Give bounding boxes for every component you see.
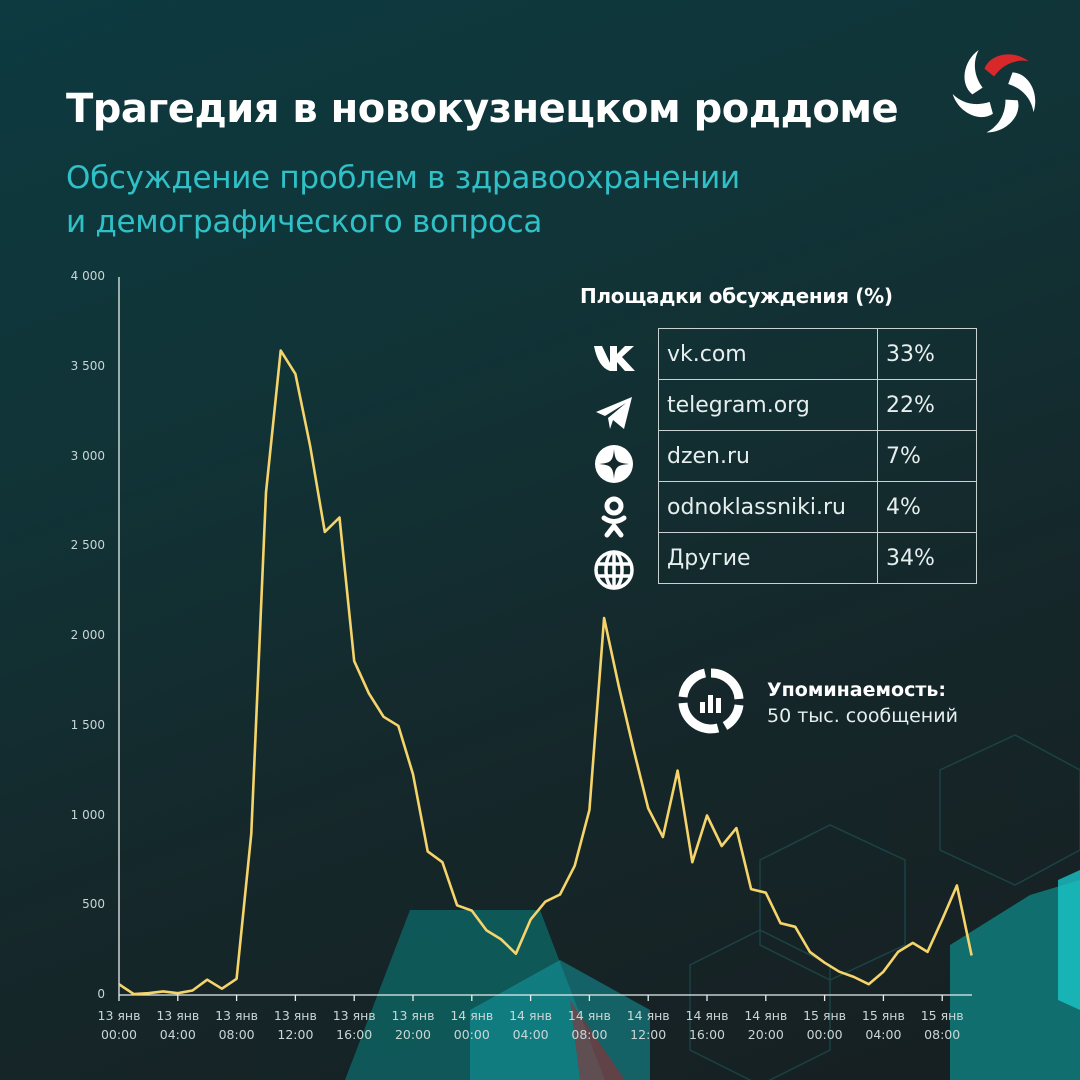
platform-name: Другие — [658, 532, 878, 584]
platform-percent: 22% — [877, 379, 977, 431]
subtitle-line-1: Обсуждение проблем в здравоохранении — [66, 160, 740, 196]
platform-name: odnoklassniki.ru — [658, 481, 878, 533]
dzen-icon — [592, 442, 636, 486]
x-tick-label: 13 янв 00:00 — [97, 1008, 141, 1042]
y-tick-label: 1 000 — [70, 807, 105, 822]
y-tick-label: 3 000 — [70, 448, 105, 463]
platform-name: vk.com — [658, 328, 878, 380]
telegram-icon — [592, 391, 636, 435]
x-tick-label: 13 янв 08:00 — [215, 1008, 259, 1042]
globe-icon — [592, 548, 636, 592]
mentions-value: 50 тыс. сообщений — [767, 705, 958, 727]
x-axis-ticks — [118, 995, 943, 1001]
platform-percent: 4% — [877, 481, 977, 533]
y-tick-label: 4 000 — [70, 269, 105, 283]
table-row: odnoklassniki.ru 4% — [658, 481, 977, 533]
x-tick-label: 14 янв 04:00 — [509, 1008, 553, 1042]
table-row: vk.com 33% — [658, 328, 977, 380]
platforms-table: vk.com 33% telegram.org 22% dzen.ru 7% o… — [658, 328, 977, 584]
x-tick-label: 15 янв 08:00 — [920, 1008, 964, 1042]
y-tick-label: 1 500 — [70, 717, 105, 732]
odnoklassniki-icon — [592, 495, 636, 539]
platform-percent: 33% — [877, 328, 977, 380]
x-tick-label: 14 янв 08:00 — [567, 1008, 611, 1042]
page-subtitle: Обсуждение проблем в здравоохранении и д… — [66, 156, 740, 244]
donut-bar-chart-icon — [678, 668, 744, 734]
page-title: Трагедия в новокузнецком роддоме — [66, 86, 899, 132]
platform-percent: 34% — [877, 532, 977, 584]
platform-name: telegram.org — [658, 379, 878, 431]
x-tick-label: 15 янв 00:00 — [803, 1008, 847, 1042]
table-row: Другие 34% — [658, 532, 977, 584]
x-tick-label: 15 янв 04:00 — [861, 1008, 905, 1042]
x-tick-label: 13 янв 04:00 — [156, 1008, 200, 1042]
pinwheel-logo-icon — [952, 49, 1036, 133]
x-tick-label: 13 янв 16:00 — [332, 1008, 376, 1042]
mentions-label: Упоминаемость: — [767, 679, 946, 701]
y-tick-label: 0 — [97, 987, 105, 1001]
y-tick-label: 500 — [82, 897, 105, 912]
y-tick-label: 3 500 — [70, 358, 105, 373]
y-tick-label: 2 000 — [70, 628, 105, 642]
x-tick-label: 14 янв 12:00 — [626, 1008, 670, 1042]
platform-percent: 7% — [877, 430, 977, 482]
series-line — [118, 349, 973, 996]
x-tick-label: 13 янв 12:00 — [273, 1008, 317, 1042]
mentions-block: Упоминаемость: 50 тыс. сообщений — [767, 679, 958, 727]
x-tick-label: 14 янв 20:00 — [744, 1008, 788, 1042]
subtitle-line-2: и демографического вопроса — [66, 204, 543, 240]
platform-name: dzen.ru — [658, 430, 878, 482]
vk-icon — [592, 336, 636, 380]
platforms-title: Площадки обсуждения (%) — [580, 284, 893, 308]
x-tick-label: 14 янв 16:00 — [685, 1008, 729, 1042]
table-row: telegram.org 22% — [658, 379, 977, 431]
y-tick-label: 2 500 — [70, 538, 105, 553]
table-row: dzen.ru 7% — [658, 430, 977, 482]
x-tick-label: 13 янв 20:00 — [391, 1008, 435, 1042]
x-tick-label: 14 янв 00:00 — [450, 1008, 494, 1042]
